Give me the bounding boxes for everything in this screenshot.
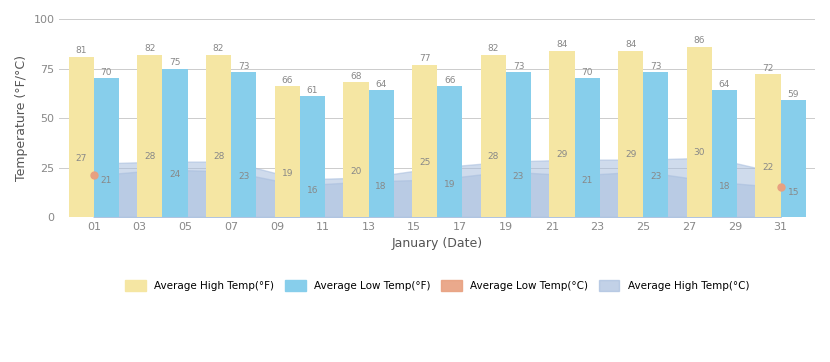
Text: 84: 84 xyxy=(625,40,637,49)
Bar xyxy=(412,64,437,217)
Text: 21: 21 xyxy=(582,176,593,185)
Text: 64: 64 xyxy=(719,80,730,89)
Text: 66: 66 xyxy=(281,76,293,85)
Text: 19: 19 xyxy=(444,180,456,189)
Text: 28: 28 xyxy=(212,152,224,161)
Bar xyxy=(781,100,806,217)
Text: 24: 24 xyxy=(169,171,181,180)
Text: 70: 70 xyxy=(100,68,112,77)
Bar xyxy=(686,47,712,217)
Bar xyxy=(369,90,393,217)
Text: 73: 73 xyxy=(650,62,662,71)
Bar xyxy=(137,55,163,217)
Bar xyxy=(712,90,737,217)
Text: 18: 18 xyxy=(719,182,730,191)
Text: 82: 82 xyxy=(212,44,224,53)
Text: 82: 82 xyxy=(144,44,155,53)
Text: 16: 16 xyxy=(306,186,318,195)
Bar xyxy=(506,72,531,217)
Bar xyxy=(549,51,574,217)
Text: 77: 77 xyxy=(419,54,431,63)
Bar xyxy=(618,51,643,217)
Text: 72: 72 xyxy=(763,64,774,73)
Text: 25: 25 xyxy=(419,157,430,167)
Text: 68: 68 xyxy=(350,72,362,81)
Text: 64: 64 xyxy=(375,80,387,89)
Text: 30: 30 xyxy=(694,148,706,157)
Text: 73: 73 xyxy=(238,62,250,71)
Text: 28: 28 xyxy=(144,152,155,161)
Text: 73: 73 xyxy=(513,62,525,71)
Bar xyxy=(231,72,256,217)
Text: 70: 70 xyxy=(582,68,593,77)
Bar xyxy=(481,55,506,217)
Text: 27: 27 xyxy=(76,153,87,163)
Text: 18: 18 xyxy=(375,182,387,191)
Text: 19: 19 xyxy=(281,169,293,178)
Text: 23: 23 xyxy=(650,172,662,181)
Y-axis label: Temperature (°F/°C): Temperature (°F/°C) xyxy=(15,55,28,181)
Bar xyxy=(300,96,325,217)
Text: 28: 28 xyxy=(487,152,499,161)
Text: 84: 84 xyxy=(556,40,568,49)
Text: 82: 82 xyxy=(487,44,499,53)
Bar xyxy=(275,86,300,217)
Bar xyxy=(206,55,231,217)
Text: 23: 23 xyxy=(513,172,525,181)
Bar xyxy=(755,75,781,217)
Text: 23: 23 xyxy=(238,172,250,181)
Bar xyxy=(69,56,94,217)
Text: 29: 29 xyxy=(625,150,637,159)
Bar xyxy=(344,83,369,217)
Text: 15: 15 xyxy=(788,188,799,197)
Text: 20: 20 xyxy=(350,168,362,176)
Text: 29: 29 xyxy=(556,150,568,159)
Text: 81: 81 xyxy=(76,46,87,55)
Bar xyxy=(163,68,188,217)
Text: 21: 21 xyxy=(100,176,112,185)
Bar xyxy=(94,79,119,217)
Text: 75: 75 xyxy=(169,58,181,67)
Bar xyxy=(437,86,462,217)
X-axis label: January (Date): January (Date) xyxy=(392,237,483,251)
Bar xyxy=(643,72,668,217)
Bar xyxy=(574,79,600,217)
Text: 61: 61 xyxy=(306,86,318,94)
Legend: Average High Temp(°F), Average Low Temp(°F), Average Low Temp(°C), Average High : Average High Temp(°F), Average Low Temp(… xyxy=(121,276,754,295)
Text: 59: 59 xyxy=(788,90,799,98)
Text: 22: 22 xyxy=(763,164,774,172)
Text: 66: 66 xyxy=(444,76,456,85)
Text: 86: 86 xyxy=(694,36,706,45)
